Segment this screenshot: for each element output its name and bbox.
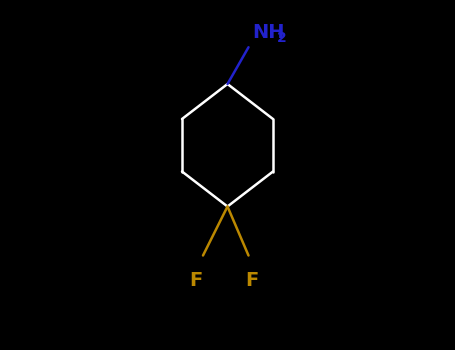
Text: F: F <box>245 271 258 290</box>
Text: 2: 2 <box>277 32 287 46</box>
Text: F: F <box>189 271 202 290</box>
Text: NH: NH <box>252 23 284 42</box>
